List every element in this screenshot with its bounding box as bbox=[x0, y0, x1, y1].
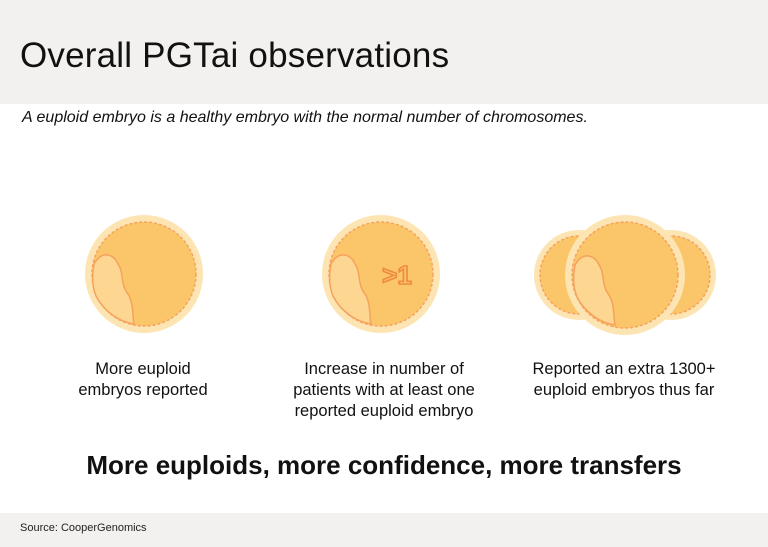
caption-line: Increase in number of bbox=[304, 360, 464, 378]
caption-line: euploid embryos thus far bbox=[533, 381, 715, 399]
observation-caption-3: Reported an extra 1300+ euploid embryos … bbox=[514, 359, 734, 401]
header-bar bbox=[0, 0, 768, 104]
caption-line: More euploid bbox=[95, 360, 191, 378]
caption-line: patients with at least one bbox=[293, 381, 475, 399]
page-title: Overall PGTai observations bbox=[20, 36, 450, 75]
observation-caption-2: Increase in number of patients with at l… bbox=[274, 359, 494, 422]
greater-than-one-embryo-icon: >1 bbox=[322, 215, 440, 333]
observation-caption-1: More euploid embryos reported bbox=[33, 359, 253, 401]
page-subtitle: A euploid embryo is a healthy embryo wit… bbox=[22, 109, 588, 126]
caption-line: embryos reported bbox=[78, 381, 208, 399]
source-note: Source: CooperGenomics bbox=[20, 522, 147, 534]
caption-line: reported euploid embryo bbox=[294, 402, 474, 420]
caption-line: Reported an extra 1300+ bbox=[532, 360, 716, 378]
euploid-embryo-icon bbox=[85, 215, 203, 333]
tagline: More euploids, more confidence, more tra… bbox=[86, 450, 682, 480]
greater-than-one-badge: >1 bbox=[382, 260, 412, 290]
footer-bar bbox=[0, 513, 768, 547]
multiple-embryos-icon bbox=[534, 215, 716, 335]
